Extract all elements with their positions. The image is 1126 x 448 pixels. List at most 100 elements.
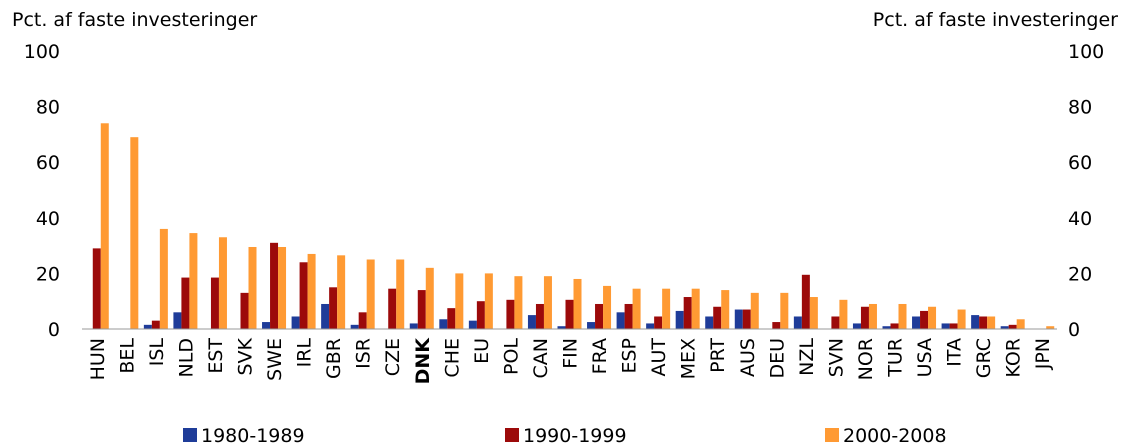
bar	[307, 253, 316, 329]
x-tick-label: POL	[500, 338, 522, 375]
bar	[447, 308, 456, 329]
bar	[130, 137, 139, 329]
bar	[920, 310, 929, 329]
x-tick-label: KOR	[1003, 338, 1025, 378]
bar	[890, 323, 899, 329]
legend-label: 2000-2008	[843, 425, 947, 447]
x-tick-label: USA	[914, 338, 936, 377]
legend-label: 1990-1999	[523, 425, 627, 447]
bar	[455, 273, 464, 329]
y2-tick-label: 0	[1068, 319, 1080, 341]
bar	[713, 306, 722, 329]
x-tick-label: CZE	[382, 338, 404, 376]
bar	[514, 276, 523, 329]
y-tick-label: 60	[36, 152, 60, 174]
bar	[662, 288, 671, 329]
bar	[898, 303, 907, 329]
bar	[366, 259, 375, 329]
bar	[1016, 319, 1025, 329]
bar	[949, 323, 958, 329]
x-tick-label: ESP	[619, 338, 641, 374]
bar	[557, 326, 566, 329]
x-tick-label: DNK	[412, 337, 434, 385]
bar	[321, 303, 330, 329]
bar	[587, 322, 596, 329]
bar	[278, 246, 287, 329]
bar	[1046, 326, 1055, 329]
x-tick-label: ISL	[146, 338, 168, 367]
bar	[734, 309, 743, 329]
x-tick-label: EU	[471, 338, 493, 364]
x-tick-label: NOR	[855, 338, 877, 380]
x-tick-label: DEU	[766, 338, 788, 379]
bar	[971, 315, 980, 329]
y2-tick-label: 60	[1068, 152, 1092, 174]
bar	[425, 267, 434, 329]
bar	[151, 320, 160, 329]
y2-tick-label: 100	[1068, 41, 1104, 63]
bar	[388, 288, 397, 329]
y-tick-label: 20	[36, 263, 60, 285]
bar	[987, 316, 996, 329]
legend-swatch	[505, 428, 519, 442]
x-tick-label: TUR	[885, 338, 907, 378]
bar	[417, 290, 426, 329]
x-tick-label: CAN	[530, 338, 552, 378]
bar	[957, 309, 966, 329]
bar	[742, 309, 751, 329]
x-tick-label: JPN	[1032, 338, 1054, 370]
x-tick-label: AUT	[648, 338, 670, 377]
x-tick-label: BEL	[116, 338, 138, 374]
x-tick-label: HUN	[87, 338, 109, 380]
bar	[573, 278, 582, 329]
x-tick-label: SWE	[264, 338, 286, 381]
bar	[329, 287, 338, 329]
bar	[92, 248, 101, 329]
legend-swatch	[183, 428, 197, 442]
bar	[1000, 326, 1009, 329]
x-tick-label: ISR	[353, 338, 375, 369]
bar	[210, 277, 219, 329]
bar	[527, 315, 536, 329]
x-tick-label: ITA	[944, 338, 966, 367]
bar	[159, 228, 168, 329]
legend-label: 1980-1989	[201, 425, 305, 447]
bar	[189, 233, 198, 329]
bar	[616, 312, 625, 329]
x-tick-label: FRA	[589, 338, 611, 374]
bar	[860, 306, 869, 329]
y2-tick-label: 80	[1068, 97, 1092, 119]
x-tick-label: SVK	[235, 337, 257, 375]
x-tick-label: IRL	[294, 338, 316, 368]
bar	[772, 322, 781, 329]
bar	[173, 312, 182, 329]
bar	[270, 242, 279, 329]
x-tick-label: GRC	[973, 338, 995, 378]
x-tick-label: CHE	[441, 338, 463, 378]
y-axis-title: Pct. af faste investeringer	[12, 9, 257, 31]
bar	[868, 303, 877, 329]
y2-axis-title: Pct. af faste investeringer	[873, 9, 1118, 31]
bar	[721, 290, 730, 329]
bar	[675, 310, 684, 329]
bar	[979, 316, 988, 329]
bar	[624, 303, 633, 329]
bar	[565, 299, 574, 329]
y2-tick-label: 40	[1068, 208, 1092, 230]
bar	[801, 274, 810, 329]
bar	[358, 312, 367, 329]
x-tick-label: SVN	[825, 338, 847, 377]
bar	[262, 322, 271, 329]
y-tick-label: 100	[24, 41, 60, 63]
bar	[143, 324, 152, 329]
bar	[750, 292, 759, 329]
bar	[780, 292, 789, 329]
y-tick-label: 0	[48, 319, 60, 341]
bar	[337, 255, 346, 329]
bar	[809, 297, 818, 329]
y-tick-label: 40	[36, 208, 60, 230]
x-tick-label: MEX	[678, 338, 700, 379]
bar	[941, 323, 950, 329]
bar	[646, 323, 655, 329]
x-tick-label: GBR	[323, 338, 345, 379]
